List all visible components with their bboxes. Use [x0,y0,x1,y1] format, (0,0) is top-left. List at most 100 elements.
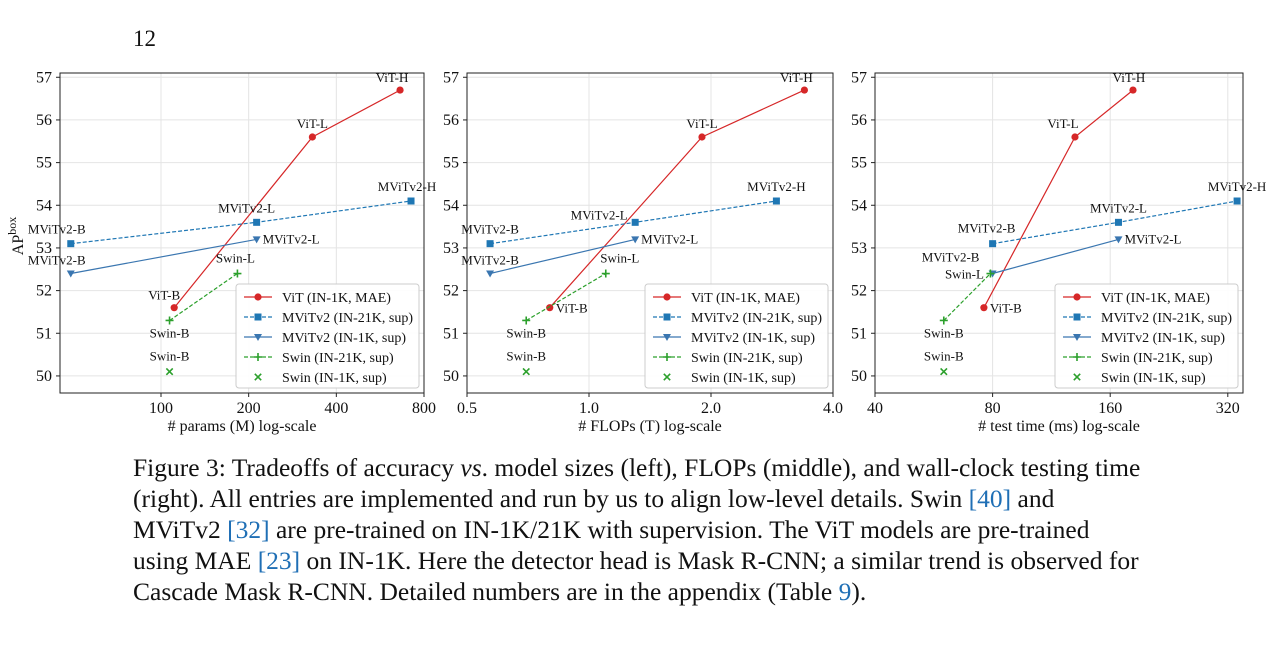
point-label: Swin-L [216,251,255,266]
chart-panel-3: 50 51 52 53 54 55 56 57 40 80 160 320 # test time (m… [851,69,1266,435]
data-point [601,269,610,278]
data-point [631,236,640,244]
data-point [980,304,988,312]
legend-label: MViTv2 (IN-21K, sup) [1101,311,1232,326]
legend-item: Swin (IN-21K, sup) [1063,351,1213,366]
series-mvit_21k: MViTv2-B MViTv2-L MViTv2-H [461,179,806,248]
series-mvit_21k: MViTv2-B MViTv2-L MViTv2-H [28,179,436,248]
legend-label: MViTv2 (IN-21K, sup) [691,311,822,326]
point-label: ViT-L [297,116,328,131]
point-label: MViTv2-H [747,179,805,194]
series-line [70,238,257,275]
data-point [396,86,404,94]
table-link[interactable]: 9 [838,577,852,606]
legend-marker [1073,334,1081,341]
legend-label: Swin (IN-21K, sup) [1101,351,1213,366]
x-tick-label: 80 [985,400,1001,417]
point-label: ViT-H [780,70,813,85]
y-tick-label: 51 [851,325,867,342]
data-point [522,367,530,376]
y-tick-label: 54 [851,197,867,214]
data-point [233,269,242,278]
point-label: ViT-L [1047,116,1078,131]
point-label: MViTv2-B [958,221,1016,236]
y-tick-label: 55 [36,155,52,172]
y-tick-label: 50 [36,368,52,385]
point-label: Swin-B [150,349,190,364]
data-point [67,240,75,248]
legend-label: Swin (IN-21K, sup) [282,351,394,366]
point-label: ViT-B [148,288,180,303]
x-tick-label: 4.0 [823,400,843,417]
x-axis-label: # test time (ms) log-scale [978,418,1140,435]
chart-panel-2: 50 51 52 53 54 55 56 57 0.5 1.0 2.0 4.0 # FLOPs (T) … [443,69,843,435]
legend-item: MViTv2 (IN-1K, sup) [653,331,815,346]
y-tick-label: 50 [443,368,459,385]
point-label: Swin-B [150,325,190,340]
series-swin_21k: Swin-B Swin-L [924,267,995,340]
figure-caption: Figure 3: Tradeoffs of accuracy vs. mode… [133,452,1143,607]
x-tick-label: 0.5 [457,400,477,417]
legend-marker [254,293,262,301]
y-tick-label: 53 [851,240,867,257]
data-point [631,218,639,226]
legend-marker [663,334,671,341]
plot-frame [59,72,425,394]
point-label: ViT-B [990,301,1022,316]
x-tick-label: 400 [324,400,348,417]
data-point [308,133,316,141]
figure-charts: 50 51 52 53 54 55 56 57 100 200 400 800 # params (M)… [5,69,1266,435]
citation-link[interactable]: [23] [257,546,301,575]
data-point [1114,218,1122,226]
legend-box [1054,283,1239,389]
caption-vs: vs [460,453,482,482]
legend-marker [254,353,262,361]
citation-link[interactable]: [32] [227,515,270,544]
series-mvit_1k: MViTv2-B MViTv2-L [28,231,320,278]
y-tick-label: 51 [443,325,459,342]
y-tick-label: 57 [36,69,52,86]
legend-item: Swin (IN-1K, sup) [254,371,387,386]
legend-label: MViTv2 (IN-1K, sup) [691,331,815,346]
legend-label: Swin (IN-1K, sup) [691,371,796,386]
x-tick-label: 100 [149,400,173,417]
series-line [549,89,805,309]
data-point [253,218,261,226]
data-point [1071,133,1079,141]
point-label: MViTv2-L [571,207,628,222]
y-tick-label: 52 [851,283,867,300]
x-axis-label: # FLOPs (T) log-scale [578,418,722,435]
citation-link[interactable]: [40] [968,484,1012,513]
legend: ViT (IN-1K, MAE) MViTv2 (IN-21K, sup) MViT… [1054,283,1239,389]
caption-text: Figure 3: Tradeoffs of accuracy [133,453,461,482]
plot-frame [874,72,1244,394]
legend-item: ViT (IN-1K, MAE) [1063,291,1210,306]
x-tick-label: 320 [1216,400,1240,417]
y-axis-label: APbox [5,217,27,255]
point-label: MViTv2-H [1208,179,1266,194]
legend-item: Swin (IN-21K, sup) [244,351,394,366]
legend-marker [663,293,671,301]
y-tick-label: 50 [851,368,867,385]
legend-box [644,283,829,389]
caption-text: are pre-trained on IN-1K/21K with superv… [133,515,1090,575]
data-point [66,270,75,278]
point-label: MViTv2-H [378,179,436,194]
data-point [986,269,995,278]
legend-marker [254,373,262,381]
y-tick-label: 53 [443,240,459,257]
point-label: MViTv2-L [641,231,698,246]
series-swin_21k: Swin-B Swin-L [150,251,255,341]
series-swin_1k: Swin-B [924,349,964,376]
legend-item: Swin (IN-21K, sup) [653,351,803,366]
legend-box [235,283,420,389]
legend-label: MViTv2 (IN-1K, sup) [1101,331,1225,346]
legend-item: Swin (IN-1K, sup) [1073,371,1206,386]
x-tick-label: 1.0 [579,400,599,417]
legend-item: MViTv2 (IN-1K, sup) [1063,331,1225,346]
legend: ViT (IN-1K, MAE) MViTv2 (IN-21K, sup) MViT… [235,283,420,389]
point-label: ViT-H [376,70,409,85]
y-tick-label: 57 [851,69,867,86]
data-point [522,316,531,325]
legend-label: ViT (IN-1K, MAE) [1101,291,1210,306]
